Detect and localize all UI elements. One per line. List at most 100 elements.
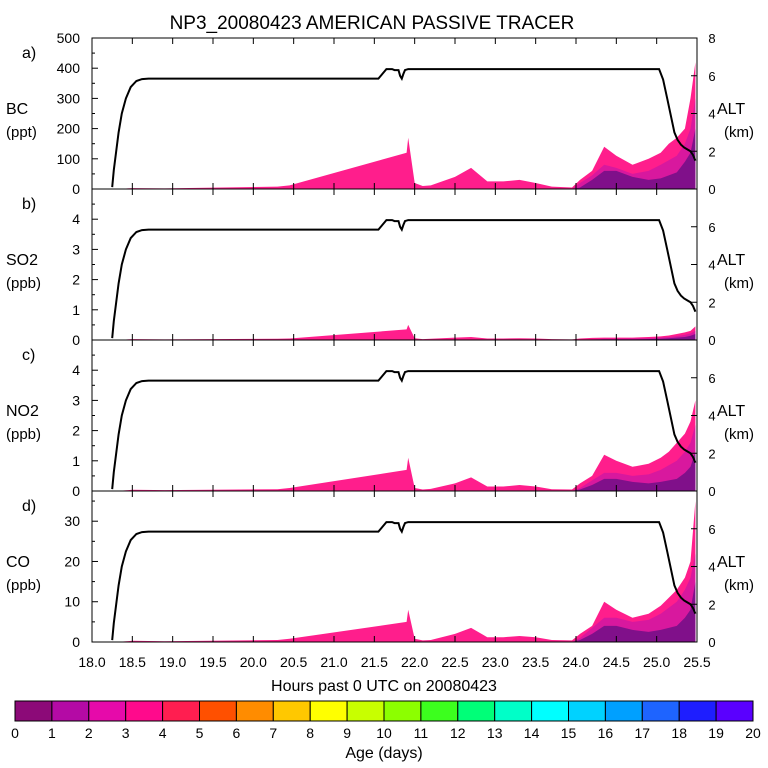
panel-label: c) bbox=[22, 347, 35, 364]
colorbar-tick-label: 7 bbox=[269, 725, 277, 741]
panel-label: d) bbox=[22, 498, 36, 515]
alt-axis-label: ALT bbox=[717, 101, 745, 118]
y-tick-label: 4 bbox=[72, 362, 80, 378]
colorbar-tick-label: 17 bbox=[635, 725, 651, 741]
colorbar-cell bbox=[678, 700, 717, 722]
altitude-line bbox=[111, 370, 697, 490]
colorbar-cell bbox=[420, 700, 459, 722]
y-tick-label: 3 bbox=[72, 392, 80, 408]
colorbar-tick-label: 16 bbox=[598, 725, 614, 741]
species-unit: (ppb) bbox=[6, 426, 41, 443]
colorbar-tick-label: 18 bbox=[671, 725, 687, 741]
y-tick-label: 30 bbox=[64, 513, 80, 529]
colorbar-tick-label: 10 bbox=[376, 725, 392, 741]
alt-tick-label: 2 bbox=[708, 597, 715, 612]
series-area-2 bbox=[116, 330, 696, 340]
alt-tick-label: 2 bbox=[708, 446, 715, 461]
colorbar-cell bbox=[14, 700, 53, 722]
y-tick-label: 300 bbox=[57, 90, 81, 106]
y-tick-label: 0 bbox=[72, 181, 80, 197]
colorbar-tick-label: 13 bbox=[487, 725, 503, 741]
panel-label: b) bbox=[22, 196, 36, 213]
y-tick-label: 1 bbox=[72, 302, 80, 318]
colorbar-cell bbox=[235, 700, 274, 722]
series-area-1 bbox=[116, 128, 696, 189]
x-tick-label: 18.5 bbox=[119, 654, 146, 670]
colorbar-tick-label: 5 bbox=[196, 725, 204, 741]
altitude-line bbox=[111, 68, 697, 188]
colorbar-tick-label: 12 bbox=[450, 725, 466, 741]
x-tick-label: 20.0 bbox=[240, 654, 267, 670]
colorbar-cell bbox=[641, 700, 680, 722]
colorbar-cell bbox=[383, 700, 422, 722]
y-tick-label: 400 bbox=[57, 60, 81, 76]
colorbar-cell bbox=[346, 700, 385, 722]
y-tick-label: 2 bbox=[72, 272, 80, 288]
colorbar-tick-label: 20 bbox=[745, 725, 761, 741]
species-label: SO2 bbox=[6, 252, 38, 269]
chart-title: NP3_20080423 AMERICAN PASSIVE TRACER bbox=[170, 13, 575, 34]
x-tick-label: 21.0 bbox=[320, 654, 347, 670]
x-axis-label: Hours past 0 UTC on 20080423 bbox=[271, 678, 497, 695]
colorbar-cell bbox=[199, 700, 237, 722]
alt-tick-label: 6 bbox=[708, 69, 715, 84]
alt-tick-label: 4 bbox=[708, 560, 715, 575]
alt-tick-label: 0 bbox=[708, 484, 715, 499]
colorbar-cell bbox=[715, 700, 754, 722]
alt-tick-label: 2 bbox=[708, 144, 715, 159]
colorbar-cell bbox=[604, 700, 643, 722]
colorbar-tick-label: 15 bbox=[561, 725, 577, 741]
colorbar-tick-label: 11 bbox=[414, 725, 429, 741]
x-tick-label: 24.0 bbox=[562, 654, 589, 670]
colorbar-cell bbox=[51, 700, 90, 722]
colorbar-cell bbox=[531, 700, 569, 722]
y-tick-label: 10 bbox=[64, 594, 80, 610]
species-unit: (ppb) bbox=[6, 275, 41, 292]
alt-axis-label: ALT bbox=[717, 252, 745, 269]
alt-tick-label: 0 bbox=[708, 635, 715, 650]
alt-axis-unit: (km) bbox=[724, 426, 754, 443]
y-tick-label: 0 bbox=[72, 483, 80, 499]
alt-tick-label: 2 bbox=[708, 295, 715, 310]
colorbar-cell bbox=[162, 700, 201, 722]
alt-tick-label: 8 bbox=[708, 31, 715, 46]
species-label: CO bbox=[6, 554, 30, 571]
alt-axis-label: ALT bbox=[717, 403, 745, 420]
y-tick-label: 500 bbox=[57, 30, 81, 46]
y-tick-label: 0 bbox=[72, 634, 80, 650]
y-tick-label: 20 bbox=[64, 553, 80, 569]
x-tick-label: 22.5 bbox=[441, 654, 468, 670]
series-area-1 bbox=[116, 334, 696, 340]
altitude-line bbox=[111, 521, 697, 641]
colorbar-cell bbox=[125, 700, 164, 722]
species-label: NO2 bbox=[6, 403, 39, 420]
colorbar-tick-label: 19 bbox=[708, 725, 724, 741]
x-tick-labels: 18.0 18.5 19.0 19.5 20.0 20.5 21.0 21.5 22.0 22.5… bbox=[78, 654, 710, 670]
panel-no2: 0 1 2 3 4 0 2 4 6 c) NO2 (ppb) ALT (km) bbox=[6, 339, 754, 499]
alt-axis-label: ALT bbox=[717, 554, 745, 571]
colorbar-tick-label: 1 bbox=[48, 725, 56, 741]
altitude-line bbox=[111, 219, 697, 339]
alt-axis-unit: (km) bbox=[724, 577, 754, 594]
panel-co: 0 10 20 30 0 2 4 6 d) CO (ppb) ALT (km) bbox=[6, 490, 754, 650]
x-tick-label: 25.5 bbox=[683, 654, 710, 670]
y-tick-label: 0 bbox=[72, 332, 80, 348]
colorbar-cell bbox=[494, 700, 533, 722]
colorbar-tick-label: 3 bbox=[122, 725, 130, 741]
y-tick-label: 1 bbox=[72, 453, 80, 469]
y-tick-label: 2 bbox=[72, 423, 80, 439]
y-tick-label: 100 bbox=[57, 151, 81, 167]
alt-tick-label: 4 bbox=[708, 258, 715, 273]
x-tick-label: 20.5 bbox=[280, 654, 307, 670]
panel-frame bbox=[91, 188, 698, 341]
x-tick-label: 25.0 bbox=[643, 654, 670, 670]
alt-tick-label: 4 bbox=[708, 107, 715, 122]
alt-tick-label: 0 bbox=[708, 182, 715, 197]
series-area-1 bbox=[116, 581, 696, 642]
colorbar-tick-label: 4 bbox=[159, 725, 167, 741]
age-colorbar: 0 1 2 3 4 5 6 7 8 9 10 11 12 13 14 15 16 17 18 19 20 bbox=[11, 700, 761, 741]
colorbar-label: Age (days) bbox=[345, 745, 422, 762]
x-tick-label: 19.5 bbox=[199, 654, 226, 670]
colorbar-tick-label: 9 bbox=[343, 725, 351, 741]
